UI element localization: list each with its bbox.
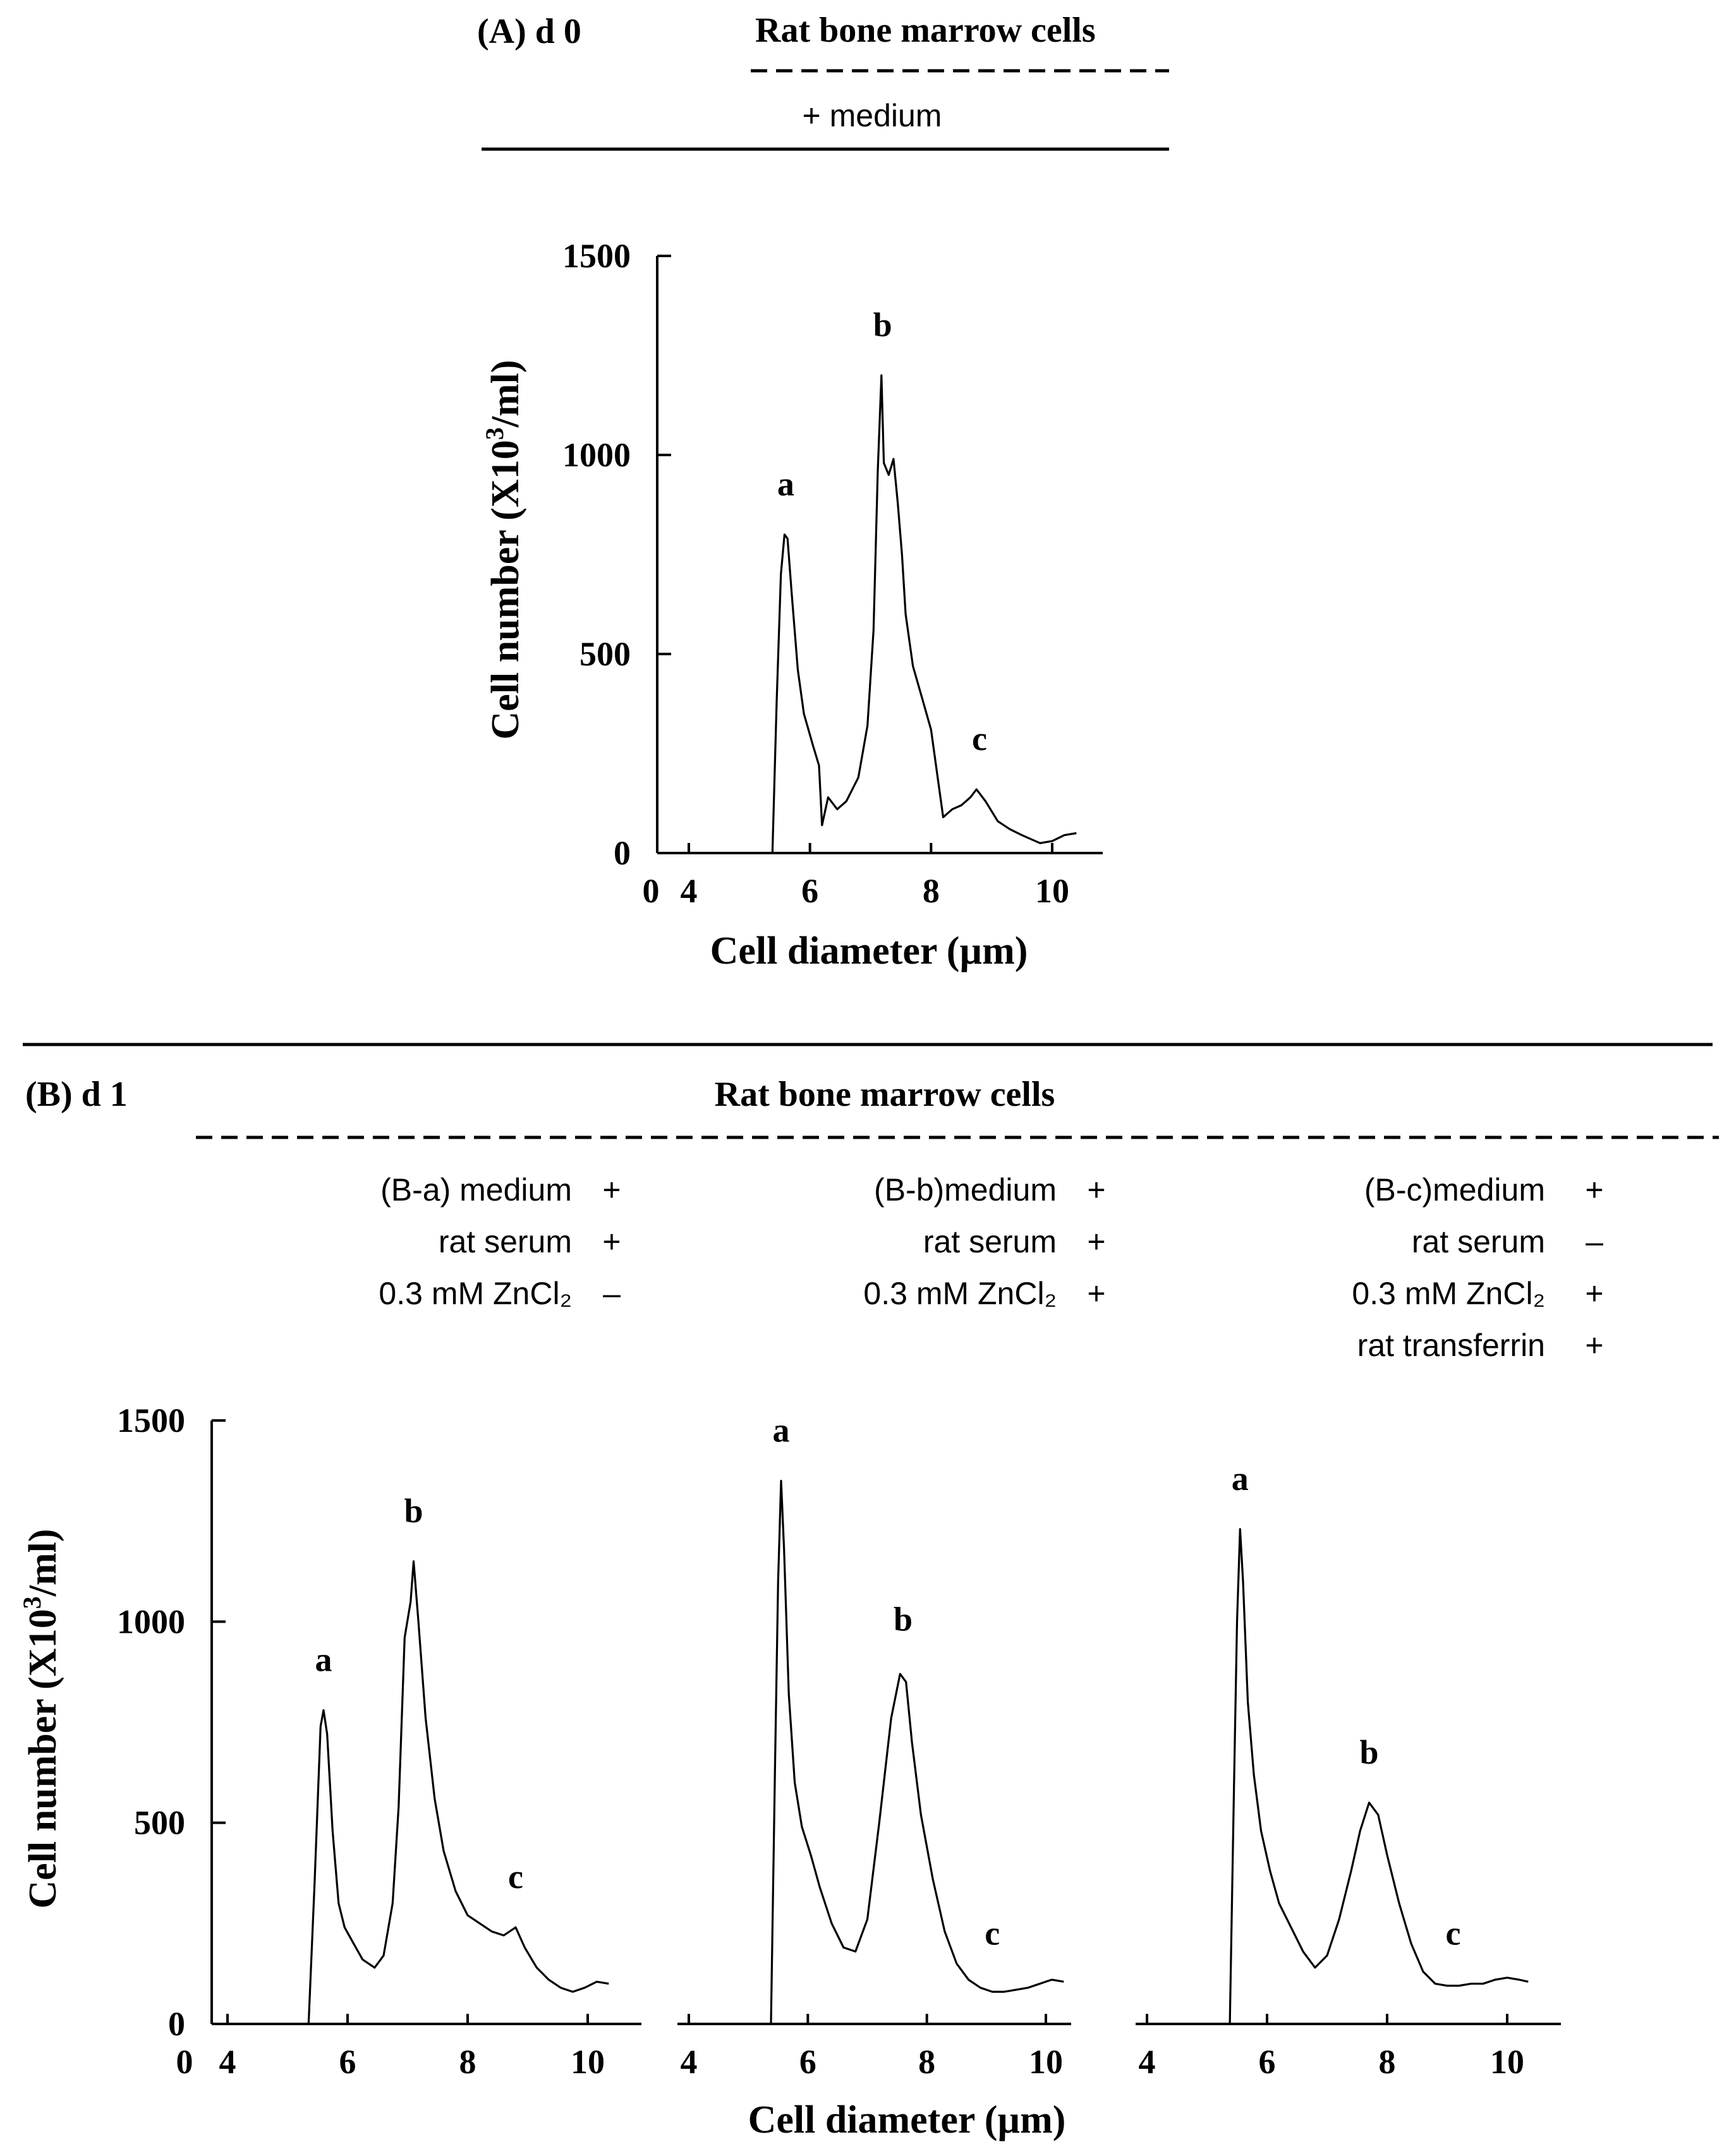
- condition-table-b-c: (B-c)medium + rat serum – 0.3 mM ZnCl₂ +…: [1352, 1172, 1603, 1363]
- peak-label-b: b: [404, 1492, 423, 1530]
- condition-sign: +: [1585, 1172, 1603, 1208]
- header-a: (A) d 0 Rat bone marrow cells + medium: [477, 11, 1169, 151]
- y-tick-label: 1500: [562, 237, 631, 275]
- y-tick-label: 1500: [117, 1402, 185, 1439]
- x-tick-label: 8: [1379, 2043, 1396, 2081]
- condition-label: rat serum: [923, 1224, 1057, 1259]
- condition-sign: +: [1087, 1276, 1105, 1311]
- condition-sign: +: [1087, 1224, 1105, 1259]
- condition-sign: +: [1585, 1276, 1603, 1311]
- x-tick-label: 6: [801, 872, 818, 910]
- y-tick-label: 500: [579, 635, 631, 673]
- x-tick-label: 4: [1139, 2043, 1156, 2081]
- x-tick-label: 4: [219, 2043, 236, 2081]
- data-series-line: [1228, 1528, 1529, 2025]
- chart-b-b: 4 6 8 10 a b c: [677, 1412, 1071, 2081]
- x-tick-label: 6: [799, 2043, 816, 2081]
- x-tick-label: 6: [339, 2043, 356, 2081]
- x-tick-label: 6: [1259, 2043, 1276, 2081]
- x-tick-label: 8: [459, 2043, 476, 2081]
- condition-sign: –: [603, 1276, 621, 1311]
- peak-label-c: c: [1446, 1914, 1461, 1952]
- y-tick-label: 500: [134, 1804, 185, 1842]
- x-tick-label: 4: [681, 872, 698, 910]
- peak-label-c: c: [972, 720, 987, 758]
- x-origin-label: 0: [643, 872, 660, 910]
- x-tick-label: 4: [681, 2043, 698, 2081]
- peak-label-a: a: [315, 1640, 332, 1678]
- data-series-line: [771, 374, 1077, 854]
- condition-label: (B-a) medium: [380, 1172, 572, 1208]
- data-series-line: [307, 1560, 609, 2025]
- condition-label: rat serum: [1412, 1224, 1545, 1259]
- panel-b-cell-type: Rat bone marrow cells: [715, 1075, 1055, 1114]
- y-tick-label: 0: [168, 2005, 185, 2043]
- peak-label-a: a: [1232, 1460, 1249, 1498]
- condition-sign: +: [602, 1172, 621, 1208]
- x-tick-label: 8: [918, 2043, 935, 2081]
- x-origin-label: 0: [176, 2043, 193, 2081]
- header-b: (B) d 1 Rat bone marrow cells (B-a) medi…: [25, 1075, 1719, 1363]
- condition-table-b-a: (B-a) medium + rat serum + 0.3 mM ZnCl₂ …: [379, 1172, 621, 1311]
- condition-sign: +: [1585, 1328, 1603, 1363]
- x-tick-label: 10: [1490, 2043, 1524, 2081]
- panel-a-label: (A) d 0: [477, 12, 581, 51]
- x-axis-label: Cell diameter (µm): [710, 930, 1028, 972]
- condition-label: rat serum: [439, 1224, 572, 1259]
- condition-sign: –: [1586, 1224, 1603, 1259]
- x-tick-label: 8: [923, 872, 940, 910]
- y-axis-label: Cell number (X103/ml): [480, 360, 527, 740]
- condition-table-b-b: (B-b)medium + rat serum + 0.3 mM ZnCl₂ +: [863, 1172, 1105, 1311]
- condition-label: 0.3 mM ZnCl₂: [863, 1276, 1057, 1311]
- y-axis-label: Cell number (X103/ml): [18, 1529, 64, 1909]
- peak-label-a: a: [772, 1412, 789, 1450]
- x-axis-label-b: Cell diameter (µm): [748, 2098, 1066, 2141]
- condition-label: (B-c)medium: [1364, 1172, 1545, 1208]
- condition-label: 0.3 mM ZnCl₂: [379, 1276, 572, 1311]
- chart-b-a: Cell number (X103/ml) 4 6 8 100050010001500…: [18, 1402, 641, 2081]
- peak-label-a: a: [777, 465, 794, 503]
- peak-label-b: b: [1359, 1733, 1378, 1771]
- chart-b-c: 4 6 8 10 a b c: [1136, 1460, 1561, 2081]
- peak-label-c: c: [508, 1858, 523, 1896]
- panel-a-cell-type: Rat bone marrow cells: [755, 11, 1096, 50]
- condition-sign: +: [1087, 1172, 1105, 1208]
- condition-label: (B-b)medium: [874, 1172, 1057, 1208]
- chart-a: Cell number (X103/ml) Cell diameter (µm)…: [480, 237, 1103, 972]
- peak-label-c: c: [985, 1914, 1000, 1952]
- panel-b-label: (B) d 1: [25, 1075, 128, 1114]
- condition-label: 0.3 mM ZnCl₂: [1352, 1276, 1545, 1311]
- condition-label: rat transferrin: [1357, 1328, 1545, 1363]
- peak-label-b: b: [894, 1601, 913, 1638]
- y-tick-label: 1000: [117, 1602, 185, 1640]
- peak-label-b: b: [873, 306, 892, 344]
- y-tick-label: 1000: [562, 436, 631, 474]
- data-series-line: [770, 1479, 1064, 2025]
- panel-a-condition: + medium: [803, 98, 942, 133]
- x-tick-label: 10: [1029, 2043, 1063, 2081]
- condition-sign: +: [602, 1224, 621, 1259]
- x-tick-label: 10: [1035, 872, 1069, 910]
- y-tick-label: 0: [614, 834, 631, 872]
- x-tick-label: 10: [571, 2043, 605, 2081]
